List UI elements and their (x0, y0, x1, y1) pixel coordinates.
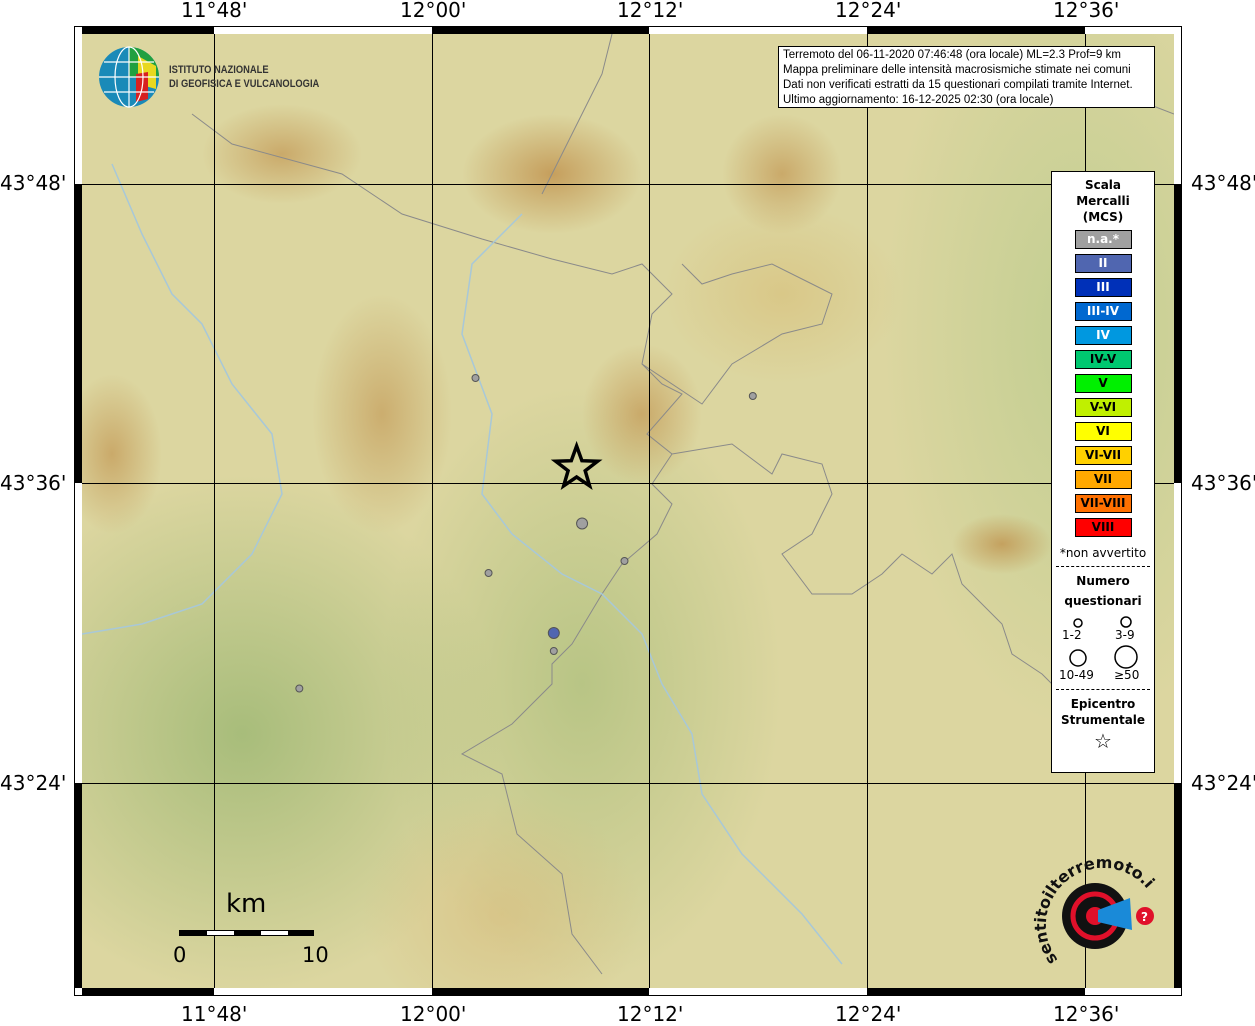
admin-boundaries (191, 34, 1174, 975)
lat-tick-right: 43°24' (1191, 771, 1255, 795)
data-note: Dati non verificati estratti da 15 quest… (783, 79, 1133, 91)
intensity-swatch: II (1074, 254, 1132, 273)
observation-point[interactable] (748, 392, 757, 400)
parallel-line (82, 783, 1174, 784)
event-info-box: Terremoto del 06-11-2020 07:46:48 (ora l… (778, 46, 1155, 108)
intensity-swatch: VII-VIII (1074, 494, 1132, 513)
lon-tick-top: 12°12' (617, 0, 684, 22)
intensity-swatch: IV-V (1074, 350, 1132, 369)
size-label: 1-2 (1062, 628, 1082, 642)
observation-point[interactable] (549, 647, 558, 655)
ingv-logo-text: ISTITUTO NAZIONALE DI GEOFISICA E VULCANO… (169, 64, 320, 90)
star-icon: ☆ (1094, 729, 1112, 753)
observation-point[interactable] (471, 374, 480, 382)
haisentito-logo: ? sentitoilterremoto.it (1030, 850, 1158, 968)
meridian-line (432, 34, 433, 988)
parallel-line (82, 483, 1174, 484)
count-title: questionari (1064, 594, 1142, 608)
lat-tick-left: 43°36' (0, 471, 67, 495)
parallel-line (82, 184, 1174, 185)
count-title: Numero (1076, 574, 1130, 588)
scalebar-max: 10 (302, 943, 329, 967)
map-area[interactable] (82, 34, 1174, 988)
observation-point[interactable] (576, 517, 589, 530)
event-line: Terremoto del 06-11-2020 07:46:48 (ora l… (783, 49, 1121, 61)
intensity-swatch: VII (1074, 470, 1132, 489)
ingv-globe-logo (99, 46, 159, 108)
lon-tick-bottom: 11°48' (181, 1002, 248, 1026)
lon-tick-bottom: 12°36' (1053, 1002, 1120, 1026)
legend-title: (MCS) (1082, 210, 1124, 224)
count-size-legend: 1-2 3-9 10-49 ≥50 (1052, 609, 1154, 689)
lon-tick-bottom: 12°12' (617, 1002, 684, 1026)
last-update: Ultimo aggiornamento: 16-12-2025 02:30 (… (783, 94, 1054, 106)
rivers (82, 163, 843, 965)
size-label: ≥50 (1114, 668, 1140, 682)
lon-tick-top: 11°48' (181, 0, 248, 22)
lon-tick-top: 12°00' (400, 0, 467, 22)
intensity-swatch: III-IV (1074, 302, 1132, 321)
lat-tick-right: 43°36' (1191, 471, 1255, 495)
observation-point[interactable] (484, 569, 493, 577)
intensity-swatch: V-VI (1074, 398, 1132, 417)
legend: Scala Mercalli (MCS) n.a.* II III III-IV IV I… (1051, 171, 1155, 773)
scalebar-unit: km (226, 889, 267, 919)
intensity-swatch: III (1074, 278, 1132, 297)
meridian-line (649, 34, 650, 988)
lon-tick-bottom: 12°24' (835, 1002, 902, 1026)
map-description: Mappa preliminare delle intensità macros… (783, 64, 1131, 76)
observation-point[interactable] (295, 684, 304, 693)
meridian-line (867, 34, 868, 988)
legend-title: Scala (1084, 178, 1122, 192)
intensity-swatch: VIII (1074, 518, 1132, 537)
size-label: 10-49 (1059, 668, 1094, 682)
observation-point[interactable] (620, 557, 629, 565)
meridian-line (214, 34, 215, 988)
epicenter-title: Epicentro (1070, 697, 1136, 711)
svg-text:?: ? (1141, 910, 1148, 924)
lat-tick-left: 43°24' (0, 771, 67, 795)
lon-tick-top: 12°24' (835, 0, 902, 22)
observation-point[interactable] (547, 627, 560, 639)
epicenter-title: Strumentale (1060, 713, 1146, 727)
scalebar-min: 0 (173, 943, 187, 967)
lat-tick-left: 43°48' (0, 171, 67, 195)
legend-note: *non avvertito (1059, 546, 1147, 560)
intensity-swatch: IV (1074, 326, 1132, 345)
epicenter-star-icon[interactable] (550, 440, 603, 491)
scalebar (179, 930, 314, 936)
map-overlay (82, 34, 1174, 975)
legend-title: Mercalli (1076, 194, 1130, 208)
intensity-swatch: n.a.* (1074, 230, 1132, 249)
intensity-swatch: VI (1074, 422, 1132, 441)
size-label: 3-9 (1115, 628, 1135, 642)
intensity-swatch: V (1074, 374, 1132, 393)
lon-tick-top: 12°36' (1053, 0, 1120, 22)
lat-tick-right: 43°48' (1191, 171, 1255, 195)
lon-tick-bottom: 12°00' (400, 1002, 467, 1026)
intensity-swatch: VI-VII (1074, 446, 1132, 465)
